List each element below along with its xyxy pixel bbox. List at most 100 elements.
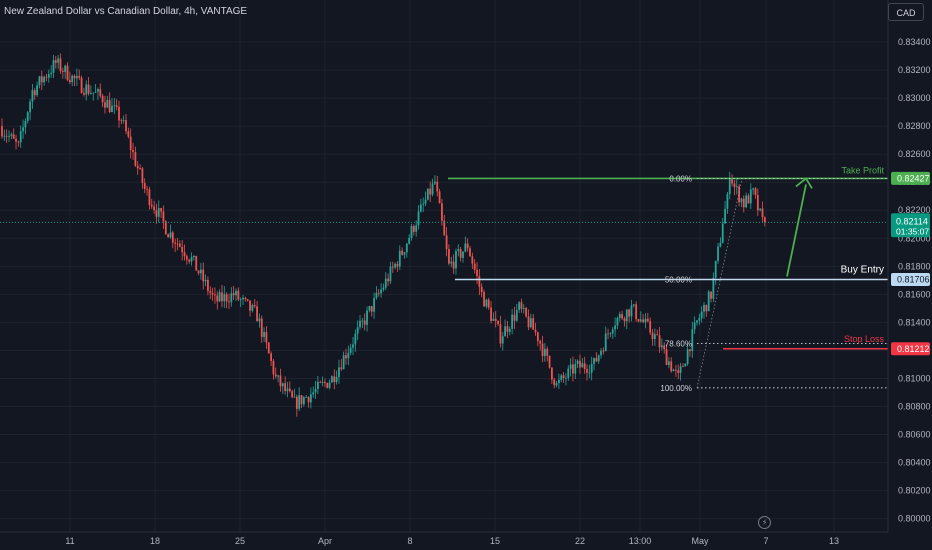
candle-body	[50, 72, 53, 75]
candle-body	[125, 120, 127, 132]
candle-body	[492, 318, 495, 321]
candle-body	[87, 84, 90, 94]
candle-body	[29, 101, 31, 113]
candle-body	[24, 121, 27, 128]
time-tick-label: 7	[763, 536, 768, 546]
candle-body	[700, 311, 703, 319]
price-tick-label: 0.81400	[898, 317, 931, 327]
candle-body	[223, 294, 226, 302]
candle-body	[670, 361, 673, 372]
candle-body	[181, 246, 184, 253]
lightning-icon[interactable]: ⚡	[758, 516, 771, 529]
candle-body	[696, 320, 698, 323]
time-tick-label: 22	[575, 536, 585, 546]
candle-body	[314, 388, 317, 393]
chart-title: New Zealand Dollar vs Canadian Dollar, 4…	[4, 6, 248, 17]
candle-body	[457, 249, 460, 252]
candle-body	[616, 317, 619, 326]
time-axis[interactable]: 11 18 25 Apr 8 15 22 13:00 May 7 13	[65, 536, 839, 546]
candle-body	[632, 304, 635, 306]
candle-body	[80, 77, 83, 94]
candle-body	[64, 65, 67, 72]
candle-body	[471, 256, 474, 264]
candle-body	[499, 324, 502, 344]
candle-body	[707, 291, 710, 312]
candle-body	[689, 349, 691, 352]
candle-body	[129, 136, 132, 151]
price-tick-label: 0.80600	[898, 430, 931, 440]
candle-body	[611, 329, 614, 334]
currency-button[interactable]: CAD	[888, 3, 924, 21]
candle-body	[448, 249, 450, 264]
candle-body	[639, 319, 642, 322]
price-tick-label: 0.83200	[898, 65, 931, 75]
candle-body	[384, 278, 387, 288]
candle-body	[319, 381, 322, 383]
candle-body	[562, 375, 565, 378]
candle-body	[682, 366, 684, 368]
candle-body	[288, 388, 291, 392]
candle-body	[148, 189, 151, 205]
candle-body	[361, 320, 364, 322]
candle-body	[410, 226, 413, 239]
candle-body	[733, 183, 736, 188]
stop-loss-price-tag: 0.81212	[897, 344, 930, 354]
candle-body	[108, 100, 111, 112]
candle-body	[22, 127, 24, 132]
candle-body	[466, 243, 469, 249]
candle-body	[174, 242, 177, 244]
take-profit-price-tag: 0.82427	[897, 173, 930, 183]
last-price-tag: 0.82114	[896, 216, 928, 226]
candle-body	[113, 105, 116, 107]
time-tick-label: 11	[65, 536, 74, 546]
candle-body	[331, 376, 333, 383]
candle-body	[258, 318, 261, 322]
candle-body	[473, 263, 476, 270]
candle-body	[677, 370, 680, 373]
candle-body	[263, 332, 265, 337]
candle-body	[478, 276, 481, 287]
candle-body	[698, 318, 701, 321]
candle-body	[68, 80, 71, 83]
candle-body	[101, 95, 104, 103]
candle-body	[483, 292, 485, 307]
candle-body	[572, 364, 574, 374]
candle-body	[569, 364, 572, 369]
candle-body	[235, 290, 237, 296]
candle-body	[581, 363, 584, 368]
candle-body	[164, 221, 167, 235]
candle-body	[3, 135, 6, 137]
candle-body	[693, 322, 696, 330]
candle-body	[586, 368, 588, 373]
candles	[1, 53, 766, 417]
candle-body	[324, 381, 326, 384]
candle-body	[759, 208, 762, 211]
candle-body	[239, 299, 242, 301]
candle-body	[167, 234, 170, 238]
arrow-head-icon	[795, 177, 813, 189]
time-tick-label: 25	[235, 536, 245, 546]
candle-body	[216, 295, 219, 302]
candle-body	[214, 294, 216, 296]
candle-body	[635, 304, 638, 320]
candle-body	[284, 383, 287, 392]
candle-body	[434, 181, 436, 184]
candle-body	[431, 183, 434, 195]
price-tick-label: 0.83400	[898, 37, 931, 47]
time-tick-label: 18	[150, 536, 160, 546]
time-tick-label: 15	[490, 536, 500, 546]
candle-body	[326, 383, 329, 388]
candle-body	[668, 361, 670, 365]
price-tick-label: 0.80400	[898, 458, 931, 468]
candle-body	[623, 318, 626, 322]
candle-body	[518, 302, 521, 311]
candle-body	[230, 293, 233, 303]
candle-body	[476, 269, 478, 277]
candle-body	[506, 326, 509, 332]
candle-body	[541, 343, 544, 357]
fib-level-label: 78.60%	[665, 339, 692, 348]
candle-body	[546, 348, 549, 356]
candle-body	[47, 74, 50, 78]
buy-entry-label: Buy Entry	[841, 264, 884, 275]
